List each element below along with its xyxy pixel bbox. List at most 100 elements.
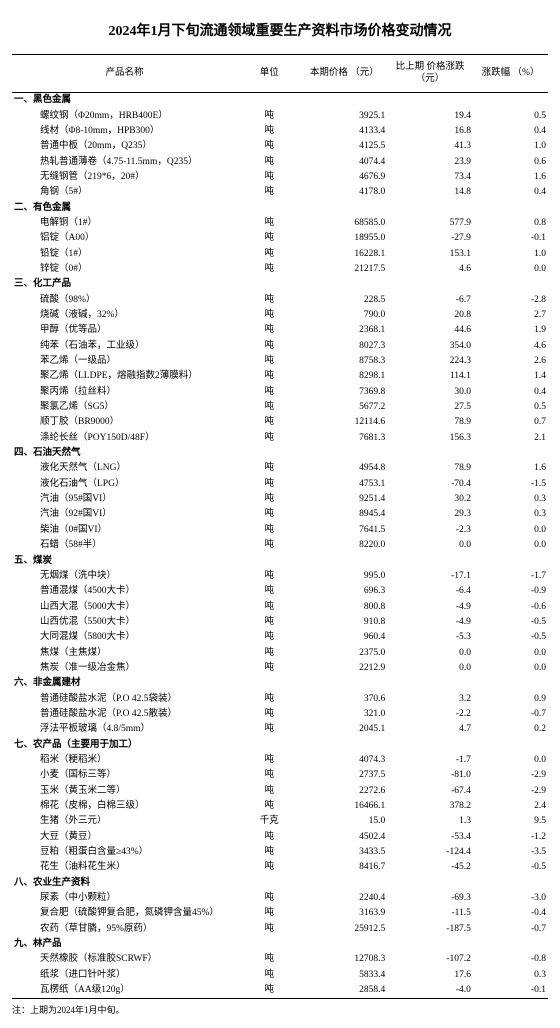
table-row: 角钢（5#）吨4178.014.80.4: [12, 185, 548, 200]
item-pct: 0.5: [473, 400, 548, 415]
item-price: 228.5: [301, 292, 387, 307]
item-unit: 吨: [237, 338, 301, 353]
item-change: 577.9: [387, 215, 473, 230]
item-name: 液化石油气（LPG）: [12, 476, 237, 491]
item-unit: 吨: [237, 584, 301, 599]
item-name: 天然橡胶（标准胶SCRWF）: [12, 952, 237, 967]
item-pct: -0.1: [473, 983, 548, 999]
item-name: 山西优混（5500大卡）: [12, 614, 237, 629]
item-change: 4.6: [387, 261, 473, 276]
item-change: 29.3: [387, 507, 473, 522]
item-unit: 吨: [237, 599, 301, 614]
item-price: 12114.6: [301, 415, 387, 430]
item-change: 30.0: [387, 384, 473, 399]
item-change: 0.0: [387, 538, 473, 553]
category-label: 三、化工产品: [12, 277, 548, 292]
item-price: 696.3: [301, 584, 387, 599]
item-price: 4133.4: [301, 123, 387, 138]
category-row: 九、林产品: [12, 937, 548, 952]
table-row: 纸浆（进口针叶浆）吨5833.417.60.3: [12, 967, 548, 982]
item-pct: -3.0: [473, 891, 548, 906]
item-pct: -0.7: [473, 706, 548, 721]
table-row: 汽油（92#国VI）吨8945.429.30.3: [12, 507, 548, 522]
category-row: 六、非金属建材: [12, 676, 548, 691]
item-pct: 0.4: [473, 384, 548, 399]
item-price: 8945.4: [301, 507, 387, 522]
item-change: 114.1: [387, 369, 473, 384]
item-name: 大豆（黄豆）: [12, 829, 237, 844]
item-change: 354.0: [387, 338, 473, 353]
table-row: 天然橡胶（标准胶SCRWF）吨12708.3-107.2-0.8: [12, 952, 548, 967]
item-price: 68585.0: [301, 215, 387, 230]
item-pct: 0.4: [473, 185, 548, 200]
item-name: 复合肥（硫酸钾复合肥，氮磷钾含量45%）: [12, 906, 237, 921]
category-label: 九、林产品: [12, 937, 548, 952]
item-change: -11.5: [387, 906, 473, 921]
item-unit: 吨: [237, 522, 301, 537]
table-row: 小麦（国标三等）吨2737.5-81.0-2.9: [12, 768, 548, 783]
item-unit: 吨: [237, 983, 301, 999]
item-price: 2272.6: [301, 783, 387, 798]
item-price: 8416.7: [301, 860, 387, 875]
item-change: 78.9: [387, 415, 473, 430]
item-change: 41.3: [387, 139, 473, 154]
item-price: 5677.2: [301, 400, 387, 415]
table-row: 液化石油气（LPG）吨4753.1-70.4-1.5: [12, 476, 548, 491]
item-name: 苯乙烯（一级品）: [12, 354, 237, 369]
table-row: 花生（油料花生米）吨8416.7-45.2-0.5: [12, 860, 548, 875]
item-change: 27.5: [387, 400, 473, 415]
item-name: 锌锭（0#）: [12, 261, 237, 276]
item-pct: -0.7: [473, 921, 548, 936]
item-change: -4.0: [387, 983, 473, 999]
item-name: 稻米（粳稻米）: [12, 752, 237, 767]
table-row: 大豆（黄豆）吨4502.4-53.4-1.2: [12, 829, 548, 844]
item-unit: 吨: [237, 799, 301, 814]
category-row: 八、农业生产资料: [12, 875, 548, 890]
item-pct: -2.8: [473, 292, 548, 307]
item-name: 热轧普通薄卷（4.75-11.5mm，Q235）: [12, 154, 237, 169]
item-change: 0.0: [387, 645, 473, 660]
item-price: 18955.0: [301, 231, 387, 246]
item-pct: -0.8: [473, 952, 548, 967]
item-pct: 9.5: [473, 814, 548, 829]
item-change: -187.5: [387, 921, 473, 936]
item-pct: -0.4: [473, 906, 548, 921]
table-row: 复合肥（硫酸钾复合肥，氮磷钾含量45%）吨3163.9-11.5-0.4: [12, 906, 548, 921]
page-title: 2024年1月下旬流通领域重要生产资料市场价格变动情况: [12, 20, 548, 40]
item-name: 液化天然气（LNG）: [12, 461, 237, 476]
item-unit: 吨: [237, 308, 301, 323]
item-pct: -0.6: [473, 599, 548, 614]
item-price: 2212.9: [301, 660, 387, 675]
item-price: 2045.1: [301, 722, 387, 737]
item-change: 4.7: [387, 722, 473, 737]
table-row: 棉花（皮棉，白棉三级）吨16466.1378.22.4: [12, 799, 548, 814]
item-change: -5.3: [387, 630, 473, 645]
table-row: 锌锭（0#）吨21217.54.60.0: [12, 261, 548, 276]
item-name: 无缝钢管（219*6，20#）: [12, 169, 237, 184]
item-unit: 吨: [237, 292, 301, 307]
item-unit: 吨: [237, 614, 301, 629]
item-unit: 吨: [237, 507, 301, 522]
item-name: 铅锭（1#）: [12, 246, 237, 261]
item-pct: 1.4: [473, 369, 548, 384]
item-unit: 吨: [237, 492, 301, 507]
item-name: 小麦（国标三等）: [12, 768, 237, 783]
item-unit: 吨: [237, 400, 301, 415]
table-row: 铝锭（A00）吨18955.0-27.9-0.1: [12, 231, 548, 246]
table-row: 聚乙烯（LLDPE，熔融指数2薄膜料）吨8298.1114.11.4: [12, 369, 548, 384]
item-pct: 0.3: [473, 967, 548, 982]
item-price: 4178.0: [301, 185, 387, 200]
item-pct: 2.1: [473, 430, 548, 445]
item-pct: -3.5: [473, 845, 548, 860]
item-price: 4954.8: [301, 461, 387, 476]
item-price: 25912.5: [301, 921, 387, 936]
item-price: 3433.5: [301, 845, 387, 860]
item-price: 5833.4: [301, 967, 387, 982]
item-price: 8220.0: [301, 538, 387, 553]
table-row: 焦炭（准一级冶金焦）吨2212.90.00.0: [12, 660, 548, 675]
item-price: 2240.4: [301, 891, 387, 906]
table-row: 普通硅酸盐水泥（P.O 42.5袋装）吨370.63.20.9: [12, 691, 548, 706]
table-row: 大同混煤（5800大卡）吨960.4-5.3-0.5: [12, 630, 548, 645]
item-pct: 2.4: [473, 799, 548, 814]
table-row: 农药（草甘膦，95%原药）吨25912.5-187.5-0.7: [12, 921, 548, 936]
